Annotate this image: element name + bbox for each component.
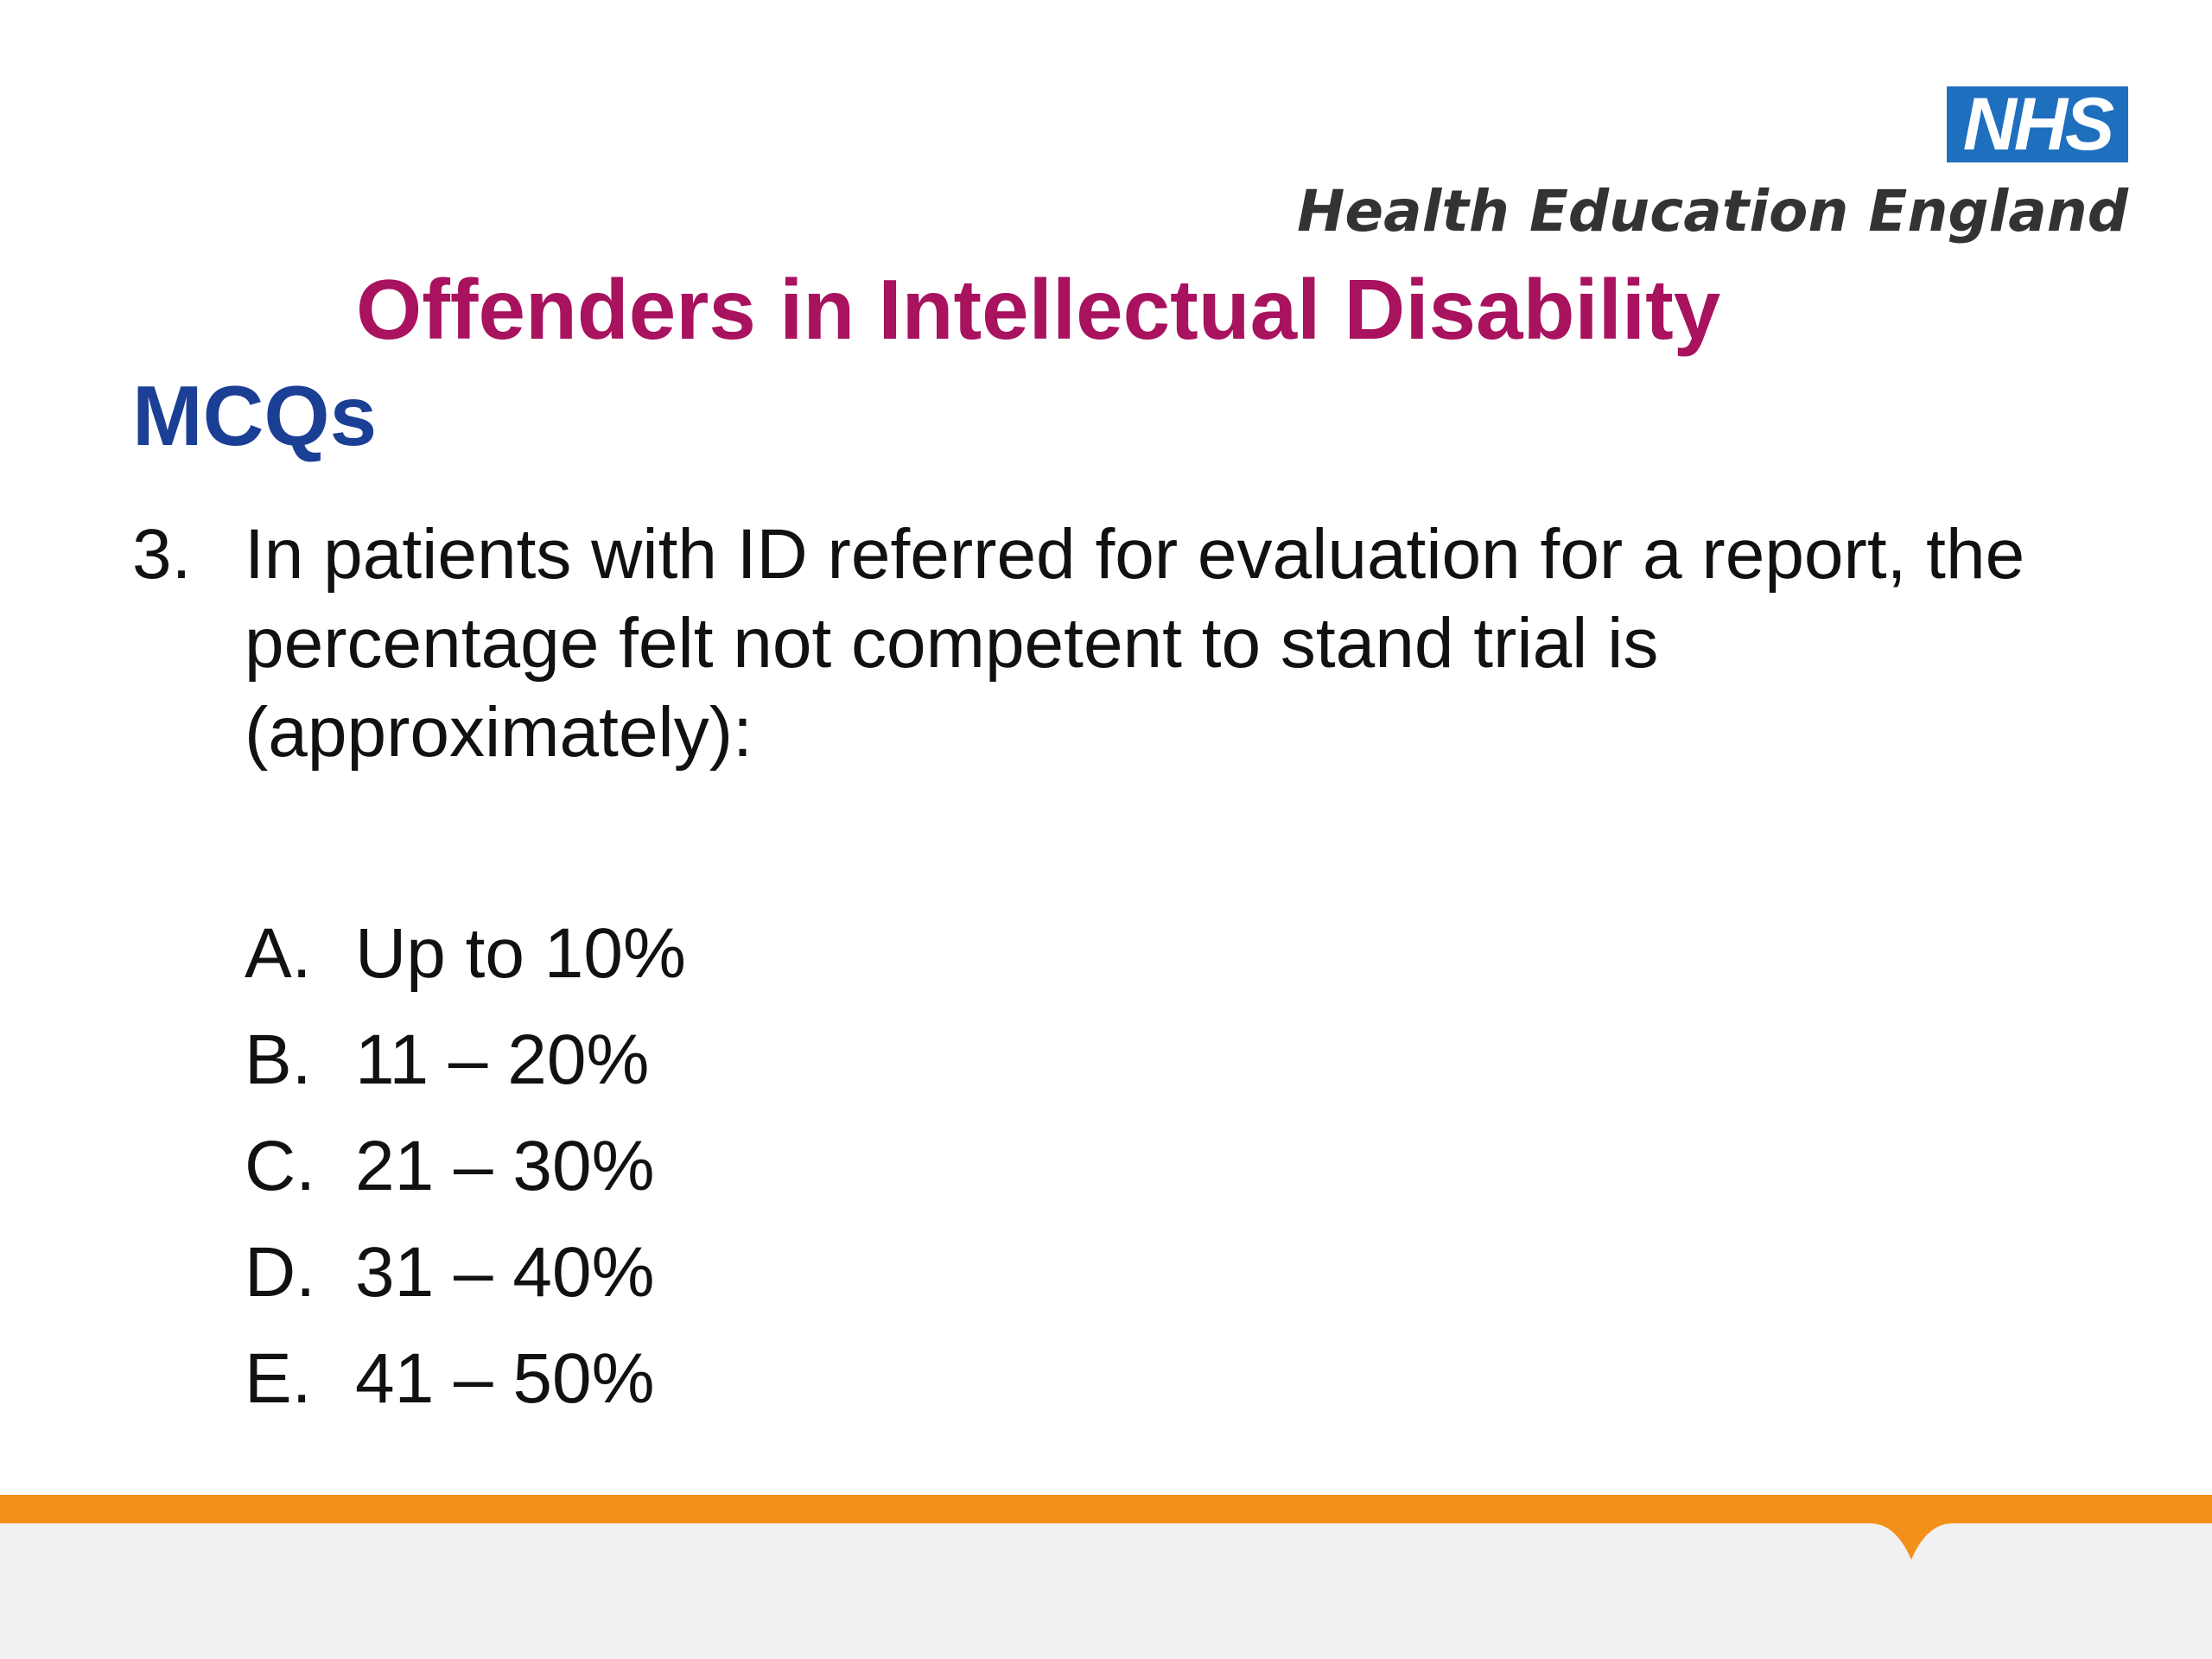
option-letter: D. <box>245 1232 315 1312</box>
question-number: 3. <box>132 515 192 594</box>
option-a: A. Up to 10% <box>245 900 686 1007</box>
option-e: E. 41 – 50% <box>245 1325 686 1432</box>
option-letter: C. <box>245 1126 315 1205</box>
option-text: 11 – 20% <box>355 1020 650 1099</box>
answer-options: A. Up to 10% B. 11 – 20% C. 21 – 30% D. … <box>245 900 686 1432</box>
nhs-hee-logo: NHS Health Education England <box>1297 86 2128 240</box>
option-text: 31 – 40% <box>355 1232 655 1312</box>
nhs-badge-text: NHS <box>1962 83 2115 166</box>
option-c: C. 21 – 30% <box>245 1113 686 1219</box>
option-text: 21 – 30% <box>355 1126 655 1205</box>
footer-orange-stripe <box>0 1495 2212 1560</box>
slide-subtitle: MCQs <box>132 368 378 463</box>
option-b: B. 11 – 20% <box>245 1007 686 1113</box>
organisation-name: Health Education England <box>1297 178 2128 245</box>
option-letter: B. <box>245 1020 312 1099</box>
option-letter: A. <box>245 913 312 993</box>
question-text: In patients with ID referred for evaluat… <box>245 515 2025 772</box>
slide-title: Offenders in Intellectual Disability <box>356 262 1721 357</box>
question: 3. In patients with ID referred for eval… <box>132 510 2076 777</box>
nhs-badge: NHS <box>1947 86 2128 162</box>
option-text: Up to 10% <box>355 913 686 993</box>
option-letter: E. <box>245 1338 312 1418</box>
option-text: 41 – 50% <box>355 1338 655 1418</box>
option-d: D. 31 – 40% <box>245 1219 686 1325</box>
footer-band <box>0 1495 2212 1659</box>
